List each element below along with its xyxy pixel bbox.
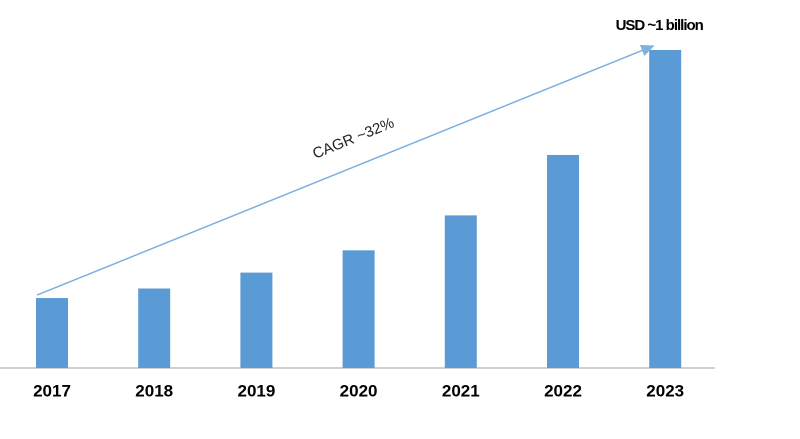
bar <box>36 298 68 368</box>
x-tick-label: 2021 <box>442 381 480 400</box>
bar <box>342 250 375 368</box>
x-tick-label: 2023 <box>646 381 684 400</box>
x-tick-label: 2022 <box>544 381 582 400</box>
x-tick-label: 2020 <box>340 381 378 400</box>
bar <box>649 50 682 368</box>
trend-arrow <box>36 44 655 296</box>
value-label: USD ~1 billion <box>616 17 704 34</box>
bar <box>240 272 273 368</box>
x-tick-label: 2017 <box>33 381 71 400</box>
bar <box>444 215 477 368</box>
bar <box>547 154 579 368</box>
x-tick-label: 2019 <box>237 381 275 400</box>
bar <box>138 288 171 368</box>
x-tick-label: 2018 <box>135 381 173 400</box>
